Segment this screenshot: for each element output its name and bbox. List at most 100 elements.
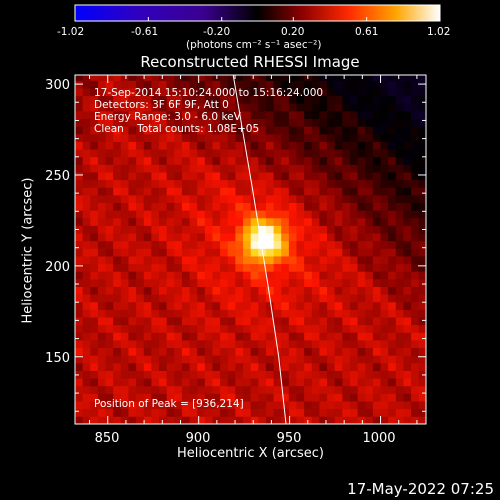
heatmap-cell (372, 248, 381, 257)
heatmap-cell (380, 210, 389, 219)
heatmap-cell (128, 317, 137, 326)
heatmap-cell (388, 416, 397, 425)
heatmap-cell (380, 95, 389, 104)
heatmap-cell (143, 408, 152, 417)
heatmap-cell (90, 393, 99, 402)
heatmap-cell (227, 324, 236, 333)
heatmap-cell (380, 240, 389, 249)
heatmap-cell (403, 309, 412, 318)
heatmap-cell (296, 248, 305, 257)
heatmap-cell (281, 355, 290, 364)
heatmap-cell (90, 133, 99, 142)
heatmap-cell (212, 210, 221, 219)
heatmap-cell (212, 126, 221, 135)
heatmap-cell (388, 133, 397, 142)
heatmap-cell (311, 408, 320, 417)
heatmap-cell (380, 370, 389, 379)
heatmap-cell (189, 194, 198, 203)
heatmap-cell (82, 301, 91, 310)
heatmap-cell (288, 141, 297, 150)
heatmap-cell (395, 103, 404, 112)
heatmap-cell (250, 301, 259, 310)
heatmap-cell (120, 362, 129, 371)
heatmap-cell (166, 133, 175, 142)
heatmap-cell (174, 309, 183, 318)
heatmap-cell (243, 263, 252, 272)
heatmap-cell (235, 240, 244, 249)
heatmap-cell (403, 317, 412, 326)
heatmap-cell (388, 347, 397, 356)
heatmap-cell (197, 75, 206, 81)
heatmap-cell (128, 149, 137, 158)
heatmap-cell (243, 317, 252, 326)
heatmap-cell (327, 309, 336, 318)
heatmap-cell (243, 240, 252, 249)
heatmap-cell (403, 393, 412, 402)
heatmap-cell (273, 309, 282, 318)
heatmap-cell (143, 233, 152, 242)
heatmap-cell (273, 385, 282, 394)
heatmap-cell (75, 141, 84, 150)
heatmap-cell (136, 110, 145, 120)
heatmap-cell (235, 416, 244, 425)
heatmap-cell (212, 194, 221, 203)
heatmap-cell (181, 95, 190, 104)
heatmap-cell (227, 118, 236, 127)
heatmap-cell (311, 179, 320, 188)
heatmap-cell (189, 362, 198, 371)
heatmap-cell (319, 362, 328, 371)
heatmap-cell (136, 88, 145, 97)
heatmap-cell (265, 324, 274, 333)
heatmap-cell (204, 103, 213, 112)
heatmap-cell (75, 271, 84, 280)
heatmap-cell (181, 194, 190, 203)
heatmap-cell (403, 278, 412, 287)
heatmap-cell (334, 126, 343, 135)
heatmap-cell (342, 141, 351, 150)
heatmap-cell (357, 286, 366, 295)
heatmap-cell (380, 271, 389, 280)
heatmap-cell (181, 210, 190, 219)
heatmap-cell (212, 271, 221, 280)
heatmap-cell (181, 172, 190, 181)
heatmap-cell (189, 256, 198, 265)
heatmap-cell (327, 194, 336, 203)
heatmap-cell (388, 88, 397, 97)
heatmap-cell (395, 233, 404, 242)
heatmap-cell (273, 332, 282, 341)
heatmap-cell (418, 256, 427, 265)
heatmap-cell (136, 286, 145, 295)
heatmap-cell (90, 164, 99, 173)
heatmap-cell (334, 225, 343, 234)
heatmap-cell (372, 126, 381, 135)
heatmap-cell (97, 75, 106, 81)
heatmap-cell (181, 401, 190, 410)
heatmap-cell (120, 187, 129, 196)
heatmap-cell (311, 355, 320, 364)
heatmap-cell (296, 202, 305, 211)
heatmap-cell (166, 408, 175, 417)
heatmap-cell (265, 248, 274, 257)
heatmap-cell (197, 278, 206, 287)
heatmap-cell (327, 340, 336, 349)
heatmap-cell (105, 355, 114, 364)
heatmap-cell (281, 362, 290, 371)
heatmap-cell (372, 271, 381, 280)
heatmap-cell (143, 286, 152, 295)
heatmap-cell (227, 301, 236, 310)
heatmap-cell (227, 172, 236, 181)
heatmap-cell (319, 233, 328, 242)
heatmap-cell (365, 340, 374, 349)
heatmap-cell (411, 248, 420, 257)
heatmap-cell (273, 362, 282, 371)
heatmap-cell (411, 179, 420, 188)
heatmap-cell (349, 370, 359, 379)
heatmap-cell (197, 133, 206, 142)
heatmap-cell (97, 286, 106, 295)
heatmap-cell (357, 378, 366, 387)
heatmap-cell (227, 240, 236, 249)
heatmap-cell (151, 202, 160, 211)
heatmap-cell (189, 393, 198, 402)
heatmap-cell (281, 80, 290, 89)
heatmap-cell (174, 187, 183, 196)
